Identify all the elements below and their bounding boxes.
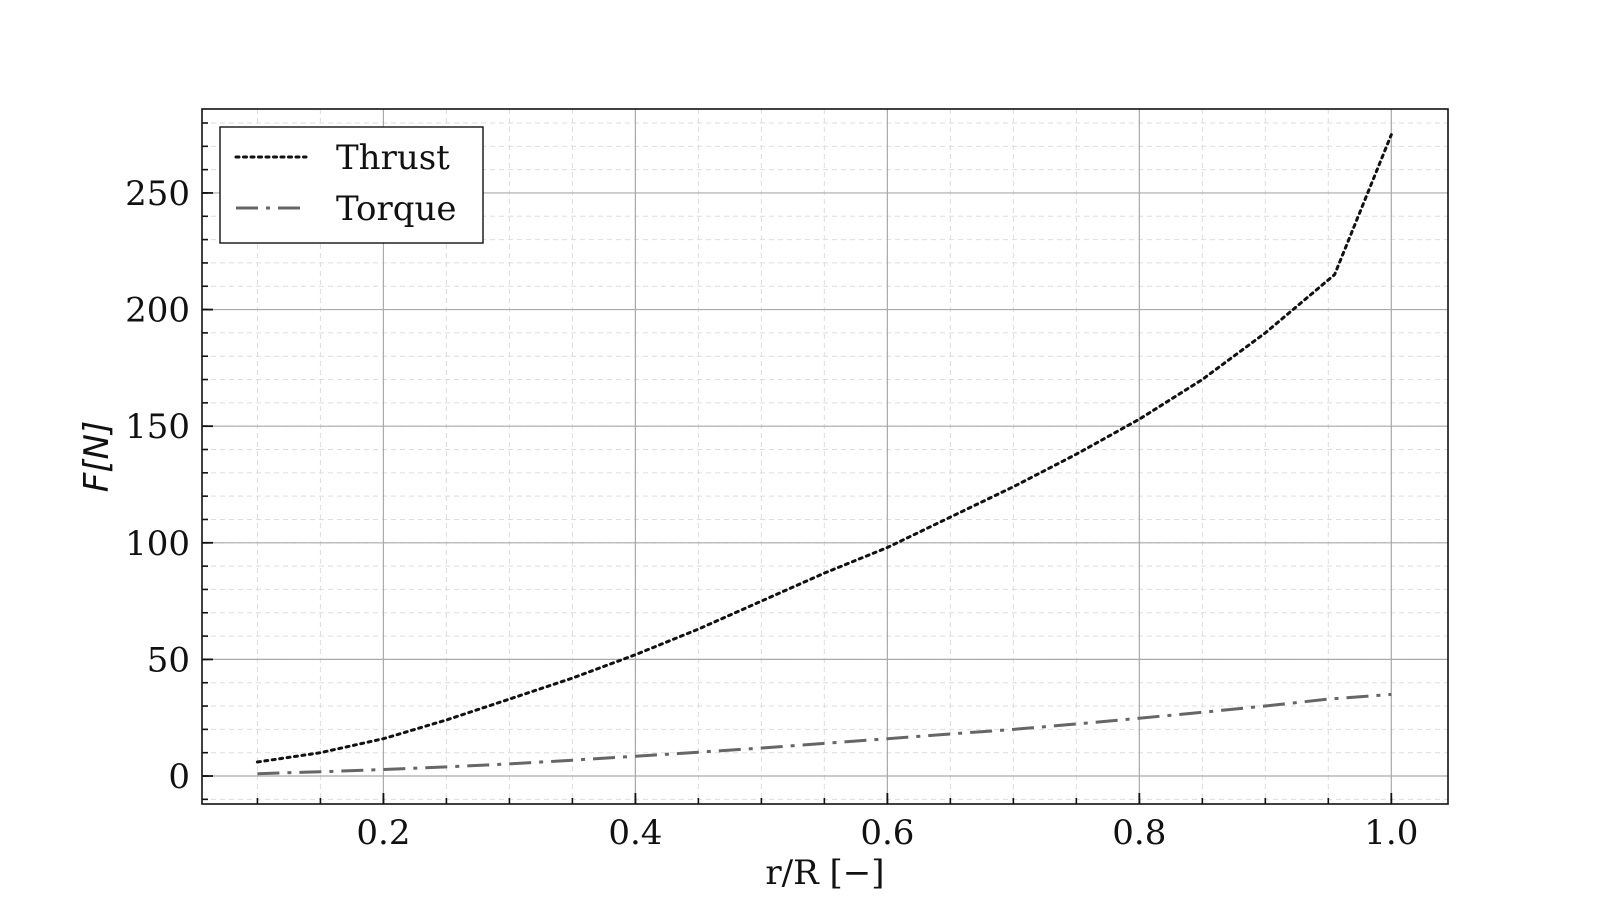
series-line-torque: [257, 692, 1392, 776]
y-axis-label: F[N]: [77, 421, 117, 493]
x-tick-label: 0.2: [356, 813, 410, 853]
y-tick-label: 100: [125, 524, 190, 564]
y-tick-label: 250: [125, 174, 190, 214]
legend-label-thrust: Thrust: [336, 138, 450, 178]
y-axis-label-unit: [N]: [77, 421, 117, 473]
y-tick-label: 0: [168, 757, 190, 797]
x-axis-ticks: 0.2 0.4 0.6 0.8 1.0: [256, 793, 1418, 853]
series-layer: [255, 133, 1393, 776]
x-tick-label: 0.8: [1112, 813, 1166, 853]
series-line-thrust: [255, 133, 1393, 764]
legend-box: [219, 126, 484, 244]
x-axis-label: r/R [−]: [765, 853, 884, 893]
legend: Thrust Torque: [219, 126, 484, 244]
legend-label-torque: Torque: [336, 189, 457, 229]
y-axis-label-symbol: F: [77, 472, 117, 492]
x-tick-label: 0.6: [860, 813, 914, 853]
y-tick-label: 150: [125, 407, 190, 447]
y-tick-label: 50: [147, 640, 190, 680]
x-tick-label: 0.4: [608, 813, 662, 853]
y-tick-label: 200: [125, 291, 190, 331]
y-axis-ticks: 0 50 100 150 200 250: [125, 122, 213, 801]
major-grid: [202, 109, 1448, 804]
x-tick-label: 1.0: [1364, 813, 1418, 853]
